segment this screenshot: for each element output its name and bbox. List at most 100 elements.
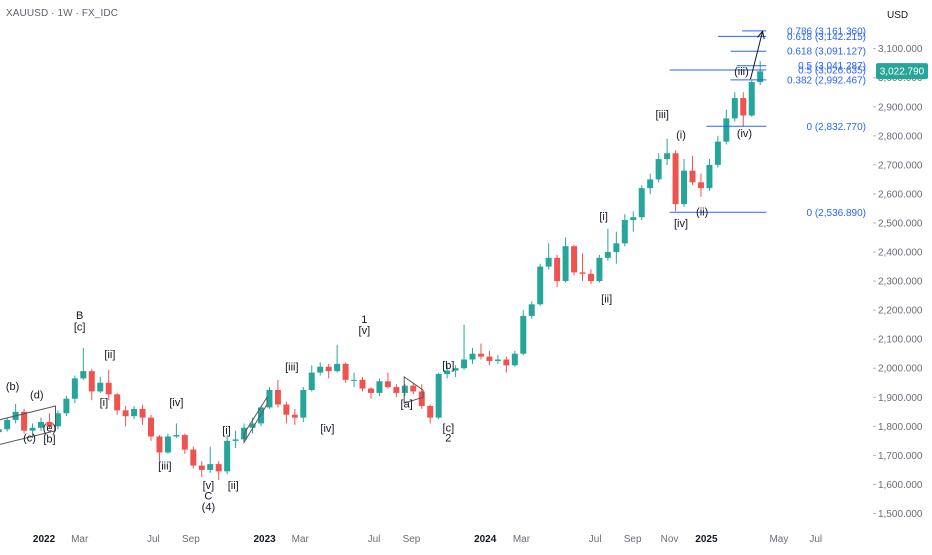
wave-label: [b] [442,360,454,372]
candle-body [342,363,349,380]
wave-labels-layer: (b)(d)(c)(e)[b]B[c][ii][i] [iv][iii][i][v… [6,66,752,514]
candle-up [638,185,645,221]
candle-down [486,350,493,366]
candle-up [207,446,214,473]
candle-up [308,365,315,392]
candle-body [452,368,459,371]
candle-body [554,257,561,282]
candle-down [587,269,594,284]
candle-body [647,179,654,189]
candle-body [38,421,45,428]
wave-label: [ii] [228,480,239,492]
candle-down [393,384,400,398]
candle-body [376,381,383,393]
time-tick-label: 2022 [33,534,56,545]
candle-body [655,159,662,180]
fib-label-2: 0.618 (3,091.127) [787,47,866,58]
candle-body [630,217,637,221]
candle-down [477,343,484,360]
candle-body [520,315,527,354]
candle-body [215,464,222,472]
candle-body [367,388,374,393]
price-axis[interactable]: USD3,100.0003,000.0002,900.0002,800.0002… [873,10,923,520]
wave-label: (iii) [734,66,749,78]
candle-body [232,439,239,441]
candle-up [12,403,19,424]
price-tick-label: 2,100.000 [878,335,923,346]
last-price-value: 3,022.790 [880,67,925,78]
candle-down [122,405,129,427]
candle-down [697,173,704,197]
price-tick-label: 2,700.000 [878,160,923,171]
candle-up [80,347,87,380]
wave-label: (iv) [737,128,752,140]
last-price-badge-layer: 3,022.790 [876,63,928,80]
wave-label: [c] [443,422,455,434]
fib-label-6: 0 (2,832.770) [807,122,867,133]
candle-body [88,371,95,392]
candle-body [697,182,704,189]
candle-down [283,401,290,424]
candle-down [579,253,586,282]
candle-body [604,252,611,258]
time-tick-label: Mar [513,534,531,545]
candle-down [147,414,154,441]
candle-body [224,440,231,472]
candle-body [740,98,747,116]
candle-up [0,429,2,433]
candle-body [147,417,154,437]
price-tick-label: 1,800.000 [878,422,923,433]
candle-up [681,159,688,207]
candle-down [105,369,112,401]
fib-label-4: 0.5 (3,026.635) [798,65,866,76]
wave-label: (4) [202,502,215,514]
candle-up [664,138,671,165]
triangles-layer [0,375,424,445]
time-axis[interactable]: 2022 Mar Jul Sep 2023 Mar Jul Sep 2024 Mar Jul Sep N… [33,534,822,545]
time-tick-label: May [769,534,788,545]
fib-levels-layer: 0.786 (3,161.360)0.618 (3,142.215) 0.618 … [669,26,867,219]
wave-label: (e) [43,423,56,435]
candle-body [427,405,434,418]
candle-up [545,243,552,270]
candle-body [503,359,510,366]
wave-label: [i] [599,211,608,223]
candle-up [731,92,738,122]
candle-body [393,387,400,393]
time-tick-label: Jul [147,534,160,545]
price-tick-label: 2,200.000 [878,306,923,317]
candle-up [494,355,501,364]
wave-label: [ii] [104,349,115,361]
last-price-badge [876,63,928,80]
candle-up [714,135,721,168]
candle-up [54,410,61,430]
candle-body [139,408,146,418]
wave-label: [iii] [285,361,298,373]
candle-body [317,366,324,373]
candle-up [461,324,468,370]
time-tick-label: 2024 [474,534,497,545]
candle-body [114,394,121,411]
fib-label-0: 0.786 (3,161.360) [787,26,866,37]
candle-up [300,387,307,422]
candle-up [706,159,713,192]
candle-up [655,153,662,183]
candle-body [122,410,129,417]
candle-up [97,376,104,393]
candle-body [97,382,104,392]
wave-label: [ii] [601,294,612,306]
time-tick-label: Jul [368,534,381,545]
price-tick-label: 1,500.000 [878,509,923,520]
candle-body [410,385,417,392]
candle-down [114,392,121,415]
candle-body [706,164,713,189]
candle-down [359,376,366,392]
triangle-2023b [403,375,424,404]
candle-body [54,413,61,427]
candle-body [748,82,755,116]
price-tick-label: 1,700.000 [878,451,923,462]
candle-up [511,350,518,367]
time-tick-label: Sep [624,534,642,545]
